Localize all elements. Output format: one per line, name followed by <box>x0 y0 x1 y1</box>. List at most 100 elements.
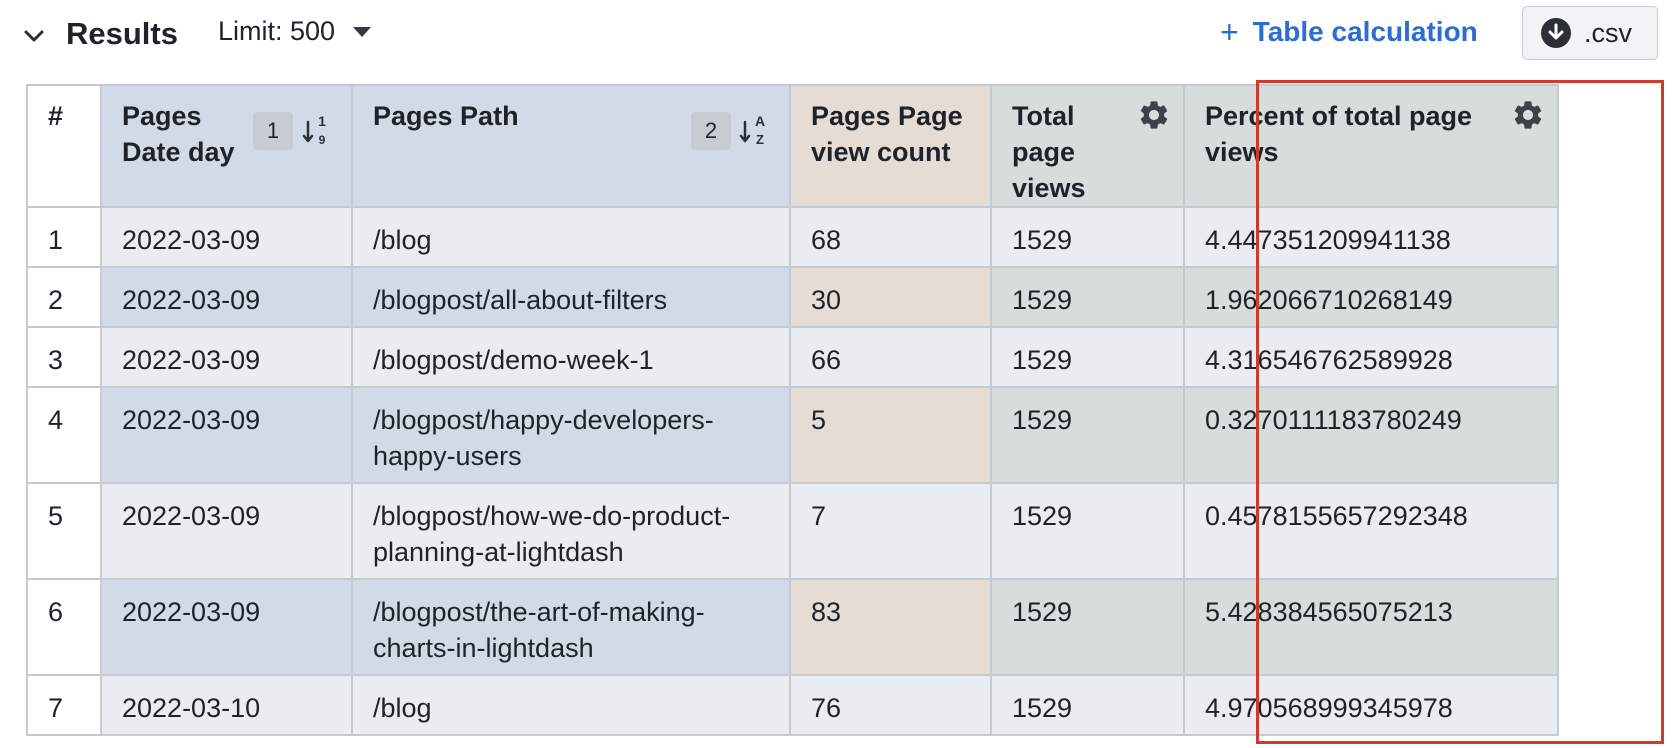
cell-date: 2022-03-09 <box>100 206 353 268</box>
cell-view-count: 83 <box>789 578 992 676</box>
limit-dropdown[interactable]: Limit: 500 <box>218 16 372 47</box>
cell-percent: 4.447351209941138 <box>1183 206 1559 268</box>
cell-row-number: 7 <box>26 674 102 736</box>
svg-text:9: 9 <box>319 133 326 147</box>
path-text: /blog <box>373 225 432 255</box>
path-text: /blogpost/happy-developers- <box>373 405 714 435</box>
chevron-down-icon[interactable] <box>22 24 46 48</box>
cell-path: /blogpost/happy-developers-happy-users <box>351 386 791 484</box>
cell-row-number: 5 <box>26 482 102 580</box>
plus-icon: + <box>1220 14 1239 50</box>
cell-date: 2022-03-10 <box>100 674 353 736</box>
cell-total-views: 1529 <box>990 206 1185 268</box>
table-row: 7 2022-03-10 /blog 76 1529 4.97056899934… <box>26 674 1559 736</box>
path-text: /blogpost/the-art-of-making- <box>373 597 705 627</box>
cell-row-number: 3 <box>26 326 102 388</box>
cell-row-number: 4 <box>26 386 102 484</box>
cell-percent: 4.316546762589928 <box>1183 326 1559 388</box>
path-text: /blogpost/demo-week-1 <box>373 345 654 375</box>
sort-order-badge: 1 <box>253 112 293 150</box>
cell-percent: 1.962066710268149 <box>1183 266 1559 328</box>
svg-text:Z: Z <box>756 132 764 147</box>
cell-date: 2022-03-09 <box>100 266 353 328</box>
results-table: # Pages Date day 1 1 9 Pages Path 2 A Z <box>26 84 1559 736</box>
header-pages-date-day[interactable]: Pages Date day 1 1 9 <box>100 84 353 208</box>
cell-path: /blog <box>351 674 791 736</box>
cell-row-number: 6 <box>26 578 102 676</box>
cell-date: 2022-03-09 <box>100 326 353 388</box>
header-label-line: Pages <box>122 101 202 131</box>
add-table-calculation-button[interactable]: + Table calculation <box>1220 16 1478 48</box>
caret-down-icon <box>353 26 372 37</box>
header-label-line: view count <box>811 137 951 167</box>
table-row: 1 2022-03-09 /blog 68 1529 4.44735120994… <box>26 206 1559 268</box>
header-label: # <box>48 101 64 131</box>
cell-view-count: 68 <box>789 206 992 268</box>
path-text-continued: planning-at-lightdash <box>373 537 624 567</box>
header-total-page-views[interactable]: Total page views <box>990 84 1185 208</box>
table-row: 5 2022-03-09 /blogpost/how-we-do-product… <box>26 482 1559 580</box>
header-label: Pages Path <box>373 101 519 131</box>
header-label-line: Total <box>1012 101 1075 131</box>
header-pages-page-view-count[interactable]: Pages Page view count <box>789 84 992 208</box>
cell-path: /blogpost/demo-week-1 <box>351 326 791 388</box>
cell-row-number: 1 <box>26 206 102 268</box>
cell-path: /blogpost/the-art-of-making-charts-in-li… <box>351 578 791 676</box>
cell-path: /blogpost/how-we-do-product-planning-at-… <box>351 482 791 580</box>
cell-percent: 0.3270111183780249 <box>1183 386 1559 484</box>
header-label-line: views <box>1012 173 1086 203</box>
results-title: Results <box>66 16 178 51</box>
cell-path: /blogpost/all-about-filters <box>351 266 791 328</box>
cell-view-count: 76 <box>789 674 992 736</box>
header-label-line: page <box>1012 137 1076 167</box>
header-row-number: # <box>26 84 102 208</box>
header-percent-of-total-page-views[interactable]: Percent of total page views <box>1183 84 1559 208</box>
cell-date: 2022-03-09 <box>100 482 353 580</box>
cell-total-views: 1529 <box>990 266 1185 328</box>
sort-alpha-ascending-icon[interactable]: A Z <box>739 108 769 148</box>
download-csv-button[interactable]: .csv <box>1522 6 1658 60</box>
results-toolbar: Results Limit: 500 + Table calculation .… <box>0 0 1672 70</box>
cell-view-count: 30 <box>789 266 992 328</box>
cell-percent: 5.428384565075213 <box>1183 578 1559 676</box>
cell-percent: 4.970568999345978 <box>1183 674 1559 736</box>
path-text-continued: charts-in-lightdash <box>373 633 594 663</box>
cell-date: 2022-03-09 <box>100 386 353 484</box>
sort-numeric-ascending-icon[interactable]: 1 9 <box>302 108 330 148</box>
header-label-line: Percent of total page <box>1205 101 1473 131</box>
header-label-line: Pages Page <box>811 101 963 131</box>
table-row: 2 2022-03-09 /blogpost/all-about-filters… <box>26 266 1559 328</box>
header-row: # Pages Date day 1 1 9 Pages Path 2 A Z <box>26 84 1559 208</box>
cell-view-count: 66 <box>789 326 992 388</box>
header-label: Pages Date day <box>122 98 351 170</box>
gear-icon[interactable] <box>1137 98 1171 132</box>
cell-total-views: 1529 <box>990 482 1185 580</box>
header-label-line: Date day <box>122 137 235 167</box>
cell-row-number: 2 <box>26 266 102 328</box>
table-calculation-label: Table calculation <box>1252 16 1478 47</box>
svg-text:1: 1 <box>318 113 326 129</box>
download-icon <box>1541 18 1571 48</box>
cell-view-count: 7 <box>789 482 992 580</box>
cell-date: 2022-03-09 <box>100 578 353 676</box>
gear-icon[interactable] <box>1511 98 1545 132</box>
cell-path: /blog <box>351 206 791 268</box>
path-text: /blog <box>373 693 432 723</box>
path-text: /blogpost/all-about-filters <box>373 285 668 315</box>
header-label-line: views <box>1205 137 1279 167</box>
header-pages-path[interactable]: Pages Path 2 A Z <box>351 84 791 208</box>
cell-total-views: 1529 <box>990 326 1185 388</box>
cell-total-views: 1529 <box>990 674 1185 736</box>
cell-percent: 0.4578155657292348 <box>1183 482 1559 580</box>
cell-total-views: 1529 <box>990 578 1185 676</box>
sort-order-badge: 2 <box>691 112 731 150</box>
path-text-continued: happy-users <box>373 441 522 471</box>
table-row: 3 2022-03-09 /blogpost/demo-week-1 66 15… <box>26 326 1559 388</box>
table-row: 6 2022-03-09 /blogpost/the-art-of-making… <box>26 578 1559 676</box>
path-text: /blogpost/how-we-do-product- <box>373 501 731 531</box>
table-row: 4 2022-03-09 /blogpost/happy-developers-… <box>26 386 1559 484</box>
limit-label: Limit: 500 <box>218 16 336 46</box>
cell-total-views: 1529 <box>990 386 1185 484</box>
svg-text:A: A <box>755 113 765 129</box>
csv-label: .csv <box>1584 17 1633 48</box>
